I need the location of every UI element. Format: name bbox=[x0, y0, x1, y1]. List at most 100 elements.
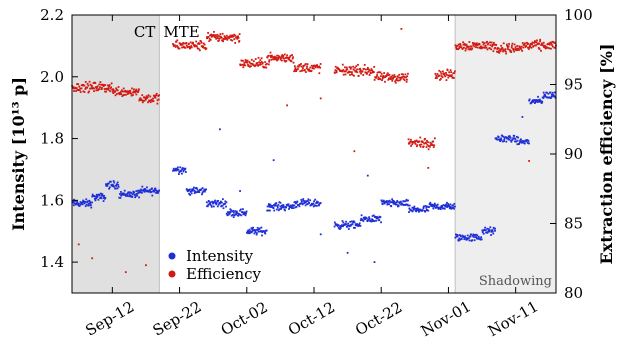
efficiency-point bbox=[471, 47, 474, 50]
efficiency-point bbox=[112, 92, 115, 95]
intensity-point bbox=[277, 209, 280, 212]
efficiency-point bbox=[102, 84, 105, 86]
intensity-point bbox=[518, 143, 520, 145]
intensity-point bbox=[553, 91, 556, 94]
efficiency-point bbox=[293, 65, 296, 68]
efficiency-point bbox=[277, 58, 279, 61]
efficiency-point bbox=[218, 39, 220, 42]
efficiency-point bbox=[367, 70, 370, 73]
intensity-point bbox=[94, 199, 97, 202]
intensity-point bbox=[191, 188, 193, 191]
efficiency-point bbox=[378, 71, 380, 74]
intensity-point bbox=[137, 191, 140, 194]
efficiency-point bbox=[107, 88, 110, 91]
efficiency-point bbox=[482, 46, 485, 49]
efficiency-point bbox=[99, 81, 102, 83]
efficiency-point bbox=[363, 67, 365, 70]
efficiency-point bbox=[218, 37, 221, 40]
efficiency-point bbox=[266, 56, 269, 59]
efficiency-point bbox=[202, 42, 205, 45]
efficiency-point bbox=[145, 264, 147, 267]
intensity-point bbox=[391, 198, 394, 201]
intensity-point bbox=[103, 197, 106, 200]
intensity-point bbox=[469, 235, 472, 238]
legend-label-intensity: Intensity bbox=[186, 247, 254, 265]
intensity-point bbox=[109, 180, 111, 183]
intensity-point bbox=[76, 201, 79, 204]
efficiency-point bbox=[375, 76, 377, 79]
efficiency-point bbox=[122, 94, 125, 97]
intensity-point bbox=[227, 213, 230, 215]
efficiency-point bbox=[348, 66, 351, 69]
efficiency-point bbox=[421, 141, 424, 143]
efficiency-point bbox=[263, 66, 266, 69]
intensity-point bbox=[446, 206, 449, 208]
intensity-point bbox=[137, 189, 139, 192]
intensity-point bbox=[435, 205, 438, 208]
intensity-point bbox=[119, 197, 122, 199]
intensity-point bbox=[98, 193, 101, 196]
efficiency-point bbox=[338, 68, 341, 71]
efficiency-point bbox=[103, 88, 106, 90]
efficiency-point bbox=[425, 146, 428, 148]
efficiency-point bbox=[269, 51, 272, 54]
efficiency-point bbox=[236, 37, 239, 40]
region-label-layer: CT MTE Shadowing bbox=[134, 23, 552, 289]
efficiency-point bbox=[353, 74, 355, 77]
efficiency-point bbox=[190, 46, 193, 49]
efficiency-point bbox=[250, 58, 253, 61]
intensity-point bbox=[524, 139, 527, 142]
efficiency-point bbox=[394, 80, 397, 83]
intensity-point bbox=[273, 204, 276, 207]
intensity-point bbox=[336, 225, 339, 227]
intensity-point bbox=[453, 202, 456, 205]
intensity-point bbox=[191, 189, 194, 192]
intensity-point bbox=[380, 199, 383, 202]
intensity-point bbox=[358, 222, 361, 225]
intensity-point bbox=[138, 196, 141, 199]
intensity-point bbox=[101, 193, 104, 196]
efficiency-point bbox=[513, 50, 516, 53]
intensity-point bbox=[112, 180, 115, 182]
efficiency-point bbox=[441, 76, 444, 79]
intensity-point bbox=[256, 229, 259, 231]
intensity-point bbox=[257, 230, 260, 233]
efficiency-point bbox=[485, 46, 488, 49]
efficiency-point bbox=[222, 40, 224, 43]
efficiency-point bbox=[372, 71, 375, 74]
region-label-shadowing: Shadowing bbox=[479, 274, 552, 289]
efficiency-point bbox=[445, 73, 448, 76]
efficiency-point bbox=[254, 58, 257, 60]
efficiency-point bbox=[295, 70, 298, 72]
intensity-point bbox=[196, 188, 199, 191]
intensity-point bbox=[351, 223, 354, 226]
y-left-tick-label: 1.8 bbox=[40, 130, 64, 148]
intensity-point bbox=[138, 189, 141, 192]
efficiency-point bbox=[300, 63, 302, 65]
efficiency-point bbox=[87, 84, 90, 87]
efficiency-point bbox=[550, 47, 552, 50]
intensity-point bbox=[444, 205, 447, 208]
intensity-point bbox=[100, 192, 102, 195]
intensity-point bbox=[448, 204, 450, 207]
efficiency-point bbox=[128, 92, 130, 95]
intensity-point bbox=[359, 219, 362, 222]
efficiency-point bbox=[447, 76, 450, 79]
intensity-point bbox=[78, 202, 80, 205]
efficiency-point bbox=[518, 45, 521, 48]
efficiency-point bbox=[147, 101, 149, 104]
intensity-point bbox=[260, 230, 262, 232]
intensity-point bbox=[508, 138, 511, 141]
efficiency-point bbox=[420, 143, 423, 146]
intensity-point bbox=[228, 212, 231, 215]
intensity-point bbox=[362, 220, 365, 222]
efficiency-point bbox=[234, 34, 237, 37]
efficiency-point bbox=[342, 69, 345, 71]
efficiency-point bbox=[120, 90, 122, 93]
efficiency-point bbox=[439, 71, 442, 73]
intensity-point bbox=[85, 198, 88, 201]
intensity-point bbox=[492, 226, 495, 229]
efficiency-point bbox=[469, 45, 472, 48]
intensity-point bbox=[91, 195, 94, 198]
efficiency-point bbox=[283, 57, 285, 60]
